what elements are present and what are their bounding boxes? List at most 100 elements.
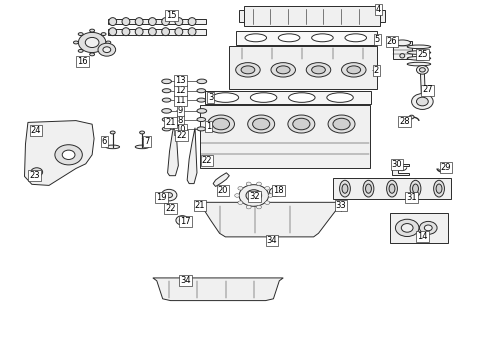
Ellipse shape: [140, 131, 145, 134]
Ellipse shape: [407, 51, 431, 54]
Ellipse shape: [407, 57, 431, 60]
Ellipse shape: [122, 28, 130, 36]
Text: 12: 12: [175, 86, 186, 95]
Text: 13: 13: [175, 76, 186, 85]
Circle shape: [416, 97, 428, 106]
Text: 30: 30: [392, 161, 402, 169]
Ellipse shape: [197, 79, 207, 84]
Polygon shape: [213, 173, 229, 186]
Text: 24: 24: [30, 126, 41, 135]
Ellipse shape: [162, 98, 171, 102]
Text: 7: 7: [145, 136, 149, 145]
Ellipse shape: [148, 28, 156, 36]
Ellipse shape: [197, 127, 206, 131]
Ellipse shape: [74, 41, 78, 44]
Text: 15: 15: [166, 11, 177, 20]
Text: 2: 2: [374, 66, 379, 75]
Ellipse shape: [135, 145, 149, 149]
Bar: [393, 41, 412, 59]
Ellipse shape: [212, 93, 239, 102]
Ellipse shape: [162, 28, 170, 36]
Ellipse shape: [208, 115, 234, 133]
Ellipse shape: [333, 118, 350, 130]
Ellipse shape: [306, 63, 331, 77]
Ellipse shape: [389, 184, 395, 193]
Ellipse shape: [197, 98, 206, 102]
Ellipse shape: [78, 49, 83, 52]
Text: 17: 17: [180, 217, 191, 226]
Circle shape: [239, 185, 269, 206]
Ellipse shape: [276, 66, 290, 74]
Circle shape: [401, 224, 413, 232]
Circle shape: [176, 216, 189, 225]
Circle shape: [55, 145, 82, 165]
Text: 22: 22: [165, 203, 176, 212]
Circle shape: [409, 115, 414, 119]
Ellipse shape: [175, 28, 183, 36]
Circle shape: [238, 186, 243, 190]
Ellipse shape: [162, 89, 171, 93]
Ellipse shape: [135, 18, 143, 26]
Ellipse shape: [109, 28, 117, 36]
Circle shape: [272, 190, 278, 194]
Text: 34: 34: [180, 276, 191, 284]
Polygon shape: [203, 202, 337, 237]
Circle shape: [85, 37, 99, 48]
Text: 22: 22: [201, 156, 212, 165]
Circle shape: [78, 32, 106, 53]
Ellipse shape: [340, 180, 350, 197]
Ellipse shape: [407, 45, 431, 49]
Circle shape: [270, 188, 281, 196]
Bar: [108, 19, 206, 24]
Circle shape: [246, 205, 251, 209]
Ellipse shape: [312, 66, 325, 74]
Circle shape: [103, 47, 111, 53]
Ellipse shape: [328, 115, 355, 133]
Text: 28: 28: [399, 117, 410, 126]
Circle shape: [265, 186, 270, 190]
Text: 9: 9: [178, 107, 183, 115]
Bar: [229, 46, 377, 89]
Ellipse shape: [101, 49, 106, 52]
Ellipse shape: [78, 33, 83, 36]
Circle shape: [412, 94, 433, 109]
Ellipse shape: [394, 40, 411, 46]
Ellipse shape: [188, 28, 196, 36]
Ellipse shape: [175, 18, 183, 26]
Ellipse shape: [253, 118, 270, 130]
Circle shape: [419, 68, 425, 72]
Ellipse shape: [387, 180, 397, 197]
Text: 26: 26: [387, 37, 397, 46]
Text: 22: 22: [176, 130, 187, 139]
Ellipse shape: [241, 66, 255, 74]
Text: 18: 18: [273, 186, 284, 195]
Ellipse shape: [162, 127, 171, 131]
Circle shape: [257, 182, 262, 186]
Ellipse shape: [436, 184, 442, 193]
Ellipse shape: [407, 62, 431, 66]
Text: 33: 33: [336, 201, 346, 210]
Circle shape: [166, 193, 172, 198]
Bar: [333, 178, 451, 199]
Text: 31: 31: [406, 193, 417, 202]
Polygon shape: [24, 121, 94, 185]
Ellipse shape: [135, 28, 143, 36]
Ellipse shape: [122, 18, 130, 26]
Polygon shape: [392, 164, 409, 175]
Text: 34: 34: [267, 236, 277, 245]
Bar: [200, 105, 370, 168]
Polygon shape: [153, 278, 283, 301]
Ellipse shape: [162, 117, 171, 122]
Polygon shape: [187, 128, 197, 184]
Ellipse shape: [106, 41, 111, 44]
Text: 10: 10: [175, 125, 186, 134]
Ellipse shape: [347, 66, 361, 74]
Text: 21: 21: [165, 118, 176, 127]
Polygon shape: [380, 10, 385, 22]
Polygon shape: [420, 72, 425, 96]
Circle shape: [179, 218, 185, 222]
Ellipse shape: [109, 18, 117, 26]
Ellipse shape: [188, 18, 196, 26]
Bar: [244, 6, 380, 26]
Text: 5: 5: [375, 35, 380, 44]
